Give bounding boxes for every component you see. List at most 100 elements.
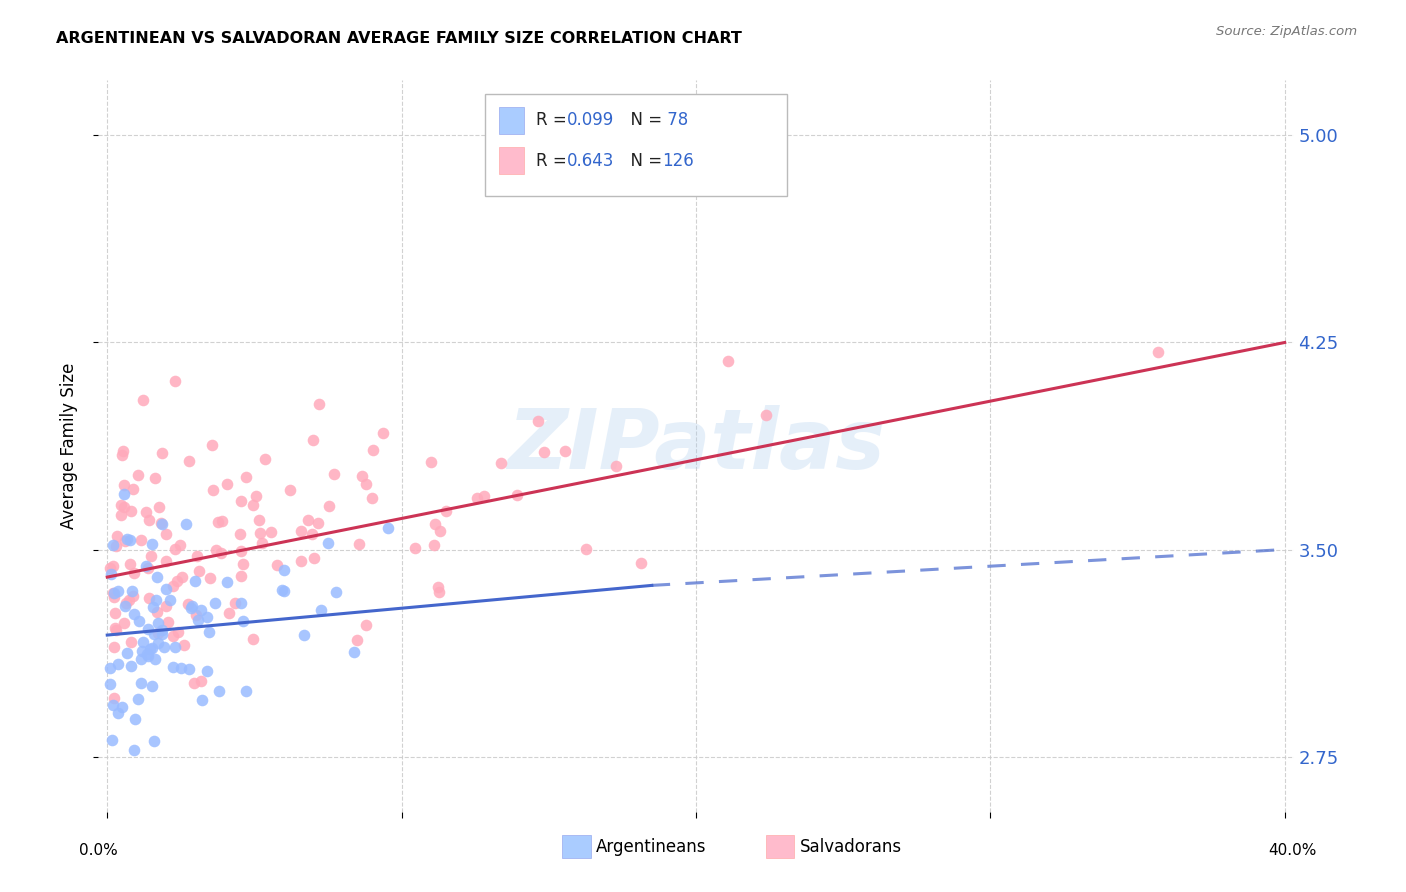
- Point: [111, 444, 134, 458]
- Point: [322, 467, 344, 481]
- Point: [163, 640, 186, 655]
- Point: [136, 561, 159, 575]
- Point: [301, 527, 323, 541]
- Point: [249, 525, 271, 540]
- Point: [173, 639, 195, 653]
- Point: [114, 596, 136, 610]
- Point: [120, 557, 142, 571]
- Point: [101, 538, 124, 552]
- Point: [325, 585, 347, 599]
- Point: [630, 556, 652, 570]
- Point: [187, 613, 209, 627]
- Point: [150, 446, 173, 460]
- Point: [198, 625, 221, 640]
- Point: [229, 526, 252, 541]
- Point: [198, 571, 221, 585]
- Point: [506, 488, 529, 502]
- Point: [114, 599, 136, 614]
- Point: [575, 541, 598, 556]
- Point: [250, 535, 273, 549]
- Point: [107, 583, 129, 598]
- Point: [253, 451, 276, 466]
- Point: [434, 504, 457, 518]
- Point: [155, 582, 177, 596]
- Point: [141, 679, 163, 693]
- Point: [122, 590, 145, 604]
- Point: [292, 628, 315, 642]
- Point: [209, 546, 232, 560]
- Point: [115, 532, 138, 546]
- Point: [122, 482, 145, 496]
- Point: [138, 513, 160, 527]
- Point: [165, 374, 187, 388]
- Point: [150, 516, 173, 530]
- Point: [302, 434, 325, 448]
- Point: [423, 538, 446, 552]
- Point: [135, 559, 157, 574]
- Point: [186, 549, 208, 563]
- Text: Salvadorans: Salvadorans: [800, 838, 903, 855]
- Point: [110, 448, 132, 462]
- Point: [346, 632, 368, 647]
- Point: [195, 664, 218, 678]
- Point: [191, 692, 214, 706]
- Point: [132, 393, 155, 408]
- Point: [318, 499, 340, 513]
- Point: [162, 579, 184, 593]
- Point: [207, 516, 229, 530]
- Point: [112, 615, 135, 630]
- Point: [605, 459, 627, 474]
- Point: [124, 742, 146, 756]
- Point: [204, 597, 226, 611]
- Point: [429, 585, 451, 599]
- Point: [195, 609, 218, 624]
- Point: [347, 536, 370, 550]
- Text: 0.643: 0.643: [567, 152, 614, 169]
- Point: [426, 580, 449, 594]
- Point: [148, 500, 170, 515]
- Point: [232, 614, 254, 628]
- Text: Argentineans: Argentineans: [596, 838, 707, 855]
- Text: R =: R =: [536, 152, 572, 169]
- Point: [177, 597, 200, 611]
- Point: [112, 487, 135, 501]
- Point: [124, 712, 146, 726]
- Point: [111, 699, 134, 714]
- Point: [127, 692, 149, 706]
- Point: [155, 526, 177, 541]
- Point: [162, 629, 184, 643]
- Point: [202, 483, 225, 497]
- Point: [103, 585, 125, 599]
- Point: [165, 541, 187, 556]
- Point: [148, 636, 170, 650]
- Point: [117, 592, 139, 607]
- Point: [121, 584, 143, 599]
- Point: [231, 568, 253, 582]
- Point: [297, 513, 319, 527]
- Point: [98, 676, 121, 690]
- Point: [177, 454, 200, 468]
- Point: [141, 536, 163, 550]
- Point: [142, 600, 165, 615]
- Point: [104, 539, 127, 553]
- Point: [150, 624, 173, 638]
- Point: [129, 651, 152, 665]
- Point: [404, 541, 426, 555]
- Point: [229, 543, 252, 558]
- Point: [184, 608, 207, 623]
- Point: [148, 616, 170, 631]
- Point: [101, 698, 124, 712]
- Point: [280, 483, 302, 497]
- Point: [180, 601, 202, 615]
- Point: [120, 503, 142, 517]
- Point: [143, 651, 166, 665]
- Point: [153, 640, 176, 654]
- Point: [174, 517, 197, 532]
- Point: [308, 397, 330, 411]
- Point: [104, 606, 127, 620]
- Point: [120, 658, 142, 673]
- Point: [242, 499, 264, 513]
- Point: [136, 649, 159, 664]
- Point: [755, 409, 778, 423]
- Point: [352, 469, 374, 483]
